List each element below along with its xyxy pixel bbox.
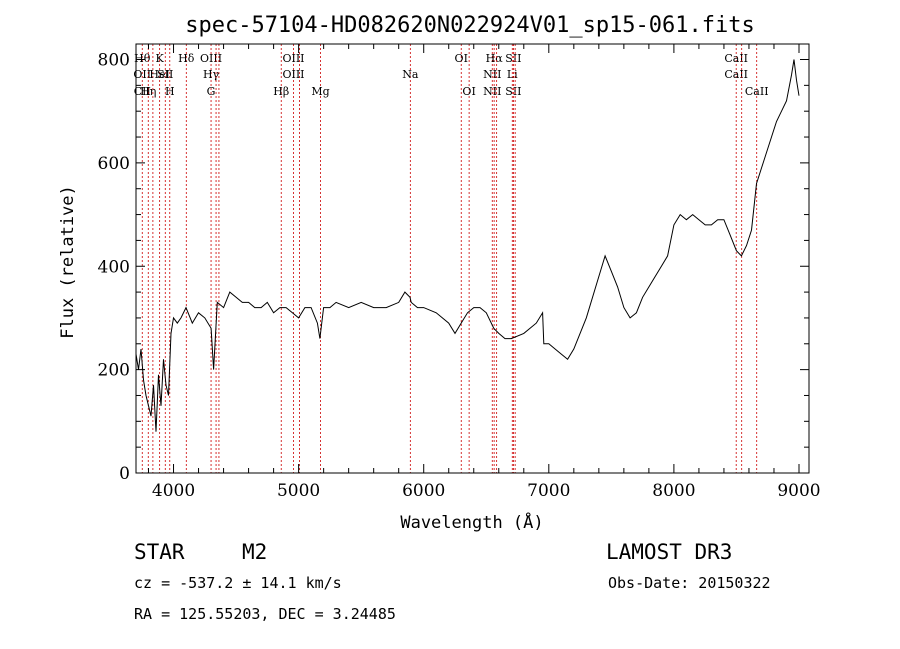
spectral-line-label: Hθ <box>134 52 151 65</box>
spectral-line-label: Hδ <box>178 52 195 65</box>
x-tick-label: 7000 <box>527 481 570 501</box>
spectral-line-label: Mg <box>311 85 329 98</box>
spectral-line-label: Hβ <box>273 85 289 98</box>
spectral-line-label: H <box>165 85 175 98</box>
spectral-line-label: NII <box>483 85 501 98</box>
spectral-line-label: Hα <box>486 52 504 65</box>
spectral-line-label: Hγ <box>203 68 220 81</box>
coordinates: RA = 125.55203, DEC = 3.24485 <box>134 605 396 623</box>
spectral-line-label: SII <box>505 85 521 98</box>
y-tick-label: 200 <box>98 361 130 381</box>
spectral-line-label: Hη <box>140 85 156 98</box>
x-tick-label: 9000 <box>777 481 820 501</box>
spectral-line-label: SII <box>157 68 173 81</box>
axis-ticks: 4000 5000 6000 7000 8000 9000 0 200 400 600 800 <box>98 44 821 501</box>
spectral-line-label: SII <box>505 52 521 65</box>
spectral-line-label: CaII <box>745 85 769 98</box>
spectral-line-label: OII <box>133 68 151 81</box>
spectral-line-label: K <box>156 52 165 65</box>
spectral-line-label: OIII <box>282 68 304 81</box>
spectrum-line <box>135 59 800 432</box>
y-tick-label: 800 <box>98 51 130 71</box>
spectral-line-label: CaII <box>724 68 748 81</box>
object-class: STAR <box>134 540 185 564</box>
object-subclass: M2 <box>242 540 268 564</box>
spectral-line-label: NII <box>483 68 501 81</box>
spectral-line-label: CII <box>134 85 151 98</box>
x-tick-label: 8000 <box>652 481 695 501</box>
y-tick-label: 400 <box>98 257 130 277</box>
x-axis-label: Wavelength (Å) <box>400 511 543 533</box>
y-axis-label: Flux (relative) <box>58 185 78 339</box>
x-tick-label: 4000 <box>152 481 195 501</box>
spectral-line-label: Na <box>402 68 419 81</box>
y-tick-label: 600 <box>98 154 130 174</box>
spectral-line-label: Li <box>507 68 518 81</box>
spectral-line-label: OI <box>455 52 468 65</box>
spectral-line-label: G <box>207 85 216 98</box>
y-tick-label: 0 <box>119 464 130 484</box>
redshift-velocity: cz = -537.2 ± 14.1 km/s <box>134 574 342 592</box>
survey-name: LAMOST DR3 <box>606 540 733 564</box>
spectral-line-label: OIII <box>282 52 304 65</box>
chart-title: spec-57104-HD082620N022924V01_sp15-061.f… <box>185 13 755 38</box>
spectral-line-label: OI <box>462 85 475 98</box>
x-tick-label: 5000 <box>277 481 320 501</box>
spectral-line-label: OIII <box>200 52 222 65</box>
plot-frame <box>135 43 810 474</box>
spectral-line-label: CaII <box>724 52 748 65</box>
spectral-line-label: HeI <box>149 68 169 81</box>
observation-date: Obs-Date: 20150322 <box>608 574 771 592</box>
x-tick-label: 6000 <box>402 481 445 501</box>
